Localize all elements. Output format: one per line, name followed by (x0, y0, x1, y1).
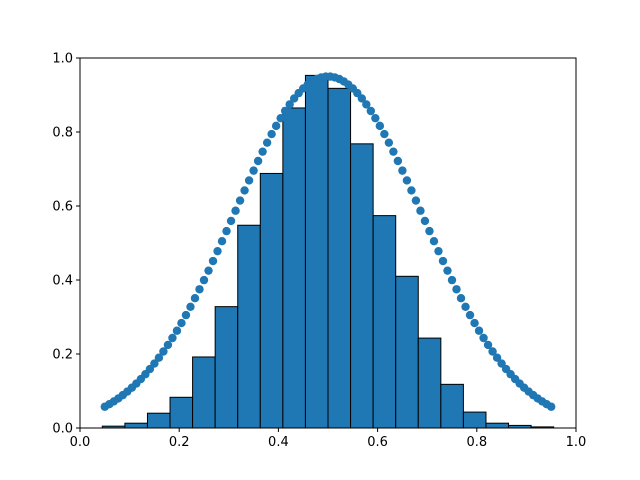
histogram-bar (440, 383, 464, 429)
scatter-point (271, 121, 281, 131)
scatter-point (393, 156, 403, 166)
scatter-point (389, 147, 398, 156)
scatter-point (217, 236, 227, 246)
histogram-bar (169, 396, 194, 429)
scatter-point (492, 353, 502, 362)
scatter-point (357, 94, 367, 103)
scatter-point (213, 246, 222, 256)
scatter-point (285, 100, 294, 109)
scatter-point (384, 138, 394, 147)
y-tick-label: 0.2 (52, 348, 73, 363)
scatter-point (438, 256, 448, 266)
scatter-point (172, 326, 182, 335)
histogram-bar (327, 87, 352, 429)
x-tick-label: 0.8 (466, 435, 487, 450)
scatter-point (488, 347, 497, 356)
histogram-bar (214, 306, 239, 429)
scatter-point (474, 326, 484, 335)
scatter-point (280, 106, 290, 116)
scatter-point (411, 196, 421, 205)
scatter-point (434, 246, 443, 256)
scatter-point (483, 340, 493, 350)
y-tick-label: 0.8 (52, 126, 73, 141)
scatter-point (380, 129, 389, 139)
scatter-point (159, 347, 168, 356)
scatter-point (366, 106, 376, 116)
scatter-point (177, 318, 186, 328)
scatter-point (479, 333, 488, 343)
x-tick-label: 0.6 (367, 435, 388, 450)
scatter-point (168, 333, 177, 343)
scatter-point (258, 147, 267, 156)
scatter-point (231, 206, 240, 215)
scatter-point (443, 266, 452, 275)
histogram-bar (237, 224, 261, 429)
scatter-point (461, 302, 470, 312)
scatter-point (208, 256, 218, 266)
histogram-bar (304, 74, 329, 429)
plot-frame (79, 57, 577, 429)
scatter-point (362, 100, 371, 109)
x-tick-label: 0.2 (169, 435, 190, 450)
histogram-bar (462, 411, 487, 429)
histogram-bar (395, 275, 419, 429)
y-tick-label: 0.4 (52, 274, 73, 289)
scatter-point (222, 226, 231, 236)
scatter-point (470, 318, 479, 328)
scatter-point (447, 275, 457, 285)
scatter-point (456, 293, 466, 303)
histogram-bar (192, 356, 216, 429)
scatter-point (195, 285, 204, 294)
scatter-point (204, 266, 213, 275)
histogram-bars (101, 74, 555, 429)
scatter-point (249, 166, 258, 175)
histogram-bar (124, 422, 148, 429)
scatter-point (186, 302, 195, 312)
scatter-point (375, 121, 385, 131)
scatter-point (190, 293, 200, 303)
histogram-bar (259, 172, 284, 429)
scatter-point (407, 186, 416, 195)
histogram-bar (350, 143, 374, 429)
scatter-point (235, 196, 245, 205)
scatter-point (262, 138, 272, 147)
histogram-bar (485, 422, 510, 429)
y-tick-label: 0.0 (52, 422, 73, 437)
y-tick-label: 1.0 (52, 52, 73, 67)
scatter-point (465, 310, 475, 320)
scatter-point (420, 216, 430, 226)
scatter-point (452, 285, 461, 294)
x-axis: 0.0 0.2 0.4 0.6 0.8 1.0 (70, 428, 587, 450)
scatter-point (199, 275, 209, 285)
scatter-point (244, 176, 254, 185)
scatter-point (416, 206, 425, 215)
scatter-points (100, 72, 556, 411)
histogram-bar (417, 337, 442, 429)
scatter-point (402, 176, 412, 185)
y-axis: 0.0 0.2 0.4 0.6 0.8 1.0 (52, 52, 80, 437)
scatter-point (226, 216, 236, 226)
scatter-point (267, 129, 276, 139)
scatter-point (154, 353, 164, 362)
histogram-bar (282, 107, 306, 429)
x-tick-label: 1.0 (566, 435, 587, 450)
scatter-point (547, 402, 556, 411)
scatter-point (276, 113, 285, 123)
histogram-bar (372, 215, 397, 429)
scatter-point (150, 359, 159, 368)
histogram-bar (146, 412, 171, 429)
scatter-point (425, 226, 434, 236)
scatter-point (429, 236, 439, 246)
scatter-point (253, 156, 263, 166)
x-tick-label: 0.0 (70, 435, 91, 450)
y-tick-label: 0.6 (52, 200, 73, 215)
scatter-point (240, 186, 249, 195)
x-tick-label: 0.4 (268, 435, 289, 450)
scatter-point (398, 166, 407, 175)
scatter-point (181, 310, 191, 320)
scatter-point (371, 113, 380, 123)
scatter-point (163, 340, 173, 350)
